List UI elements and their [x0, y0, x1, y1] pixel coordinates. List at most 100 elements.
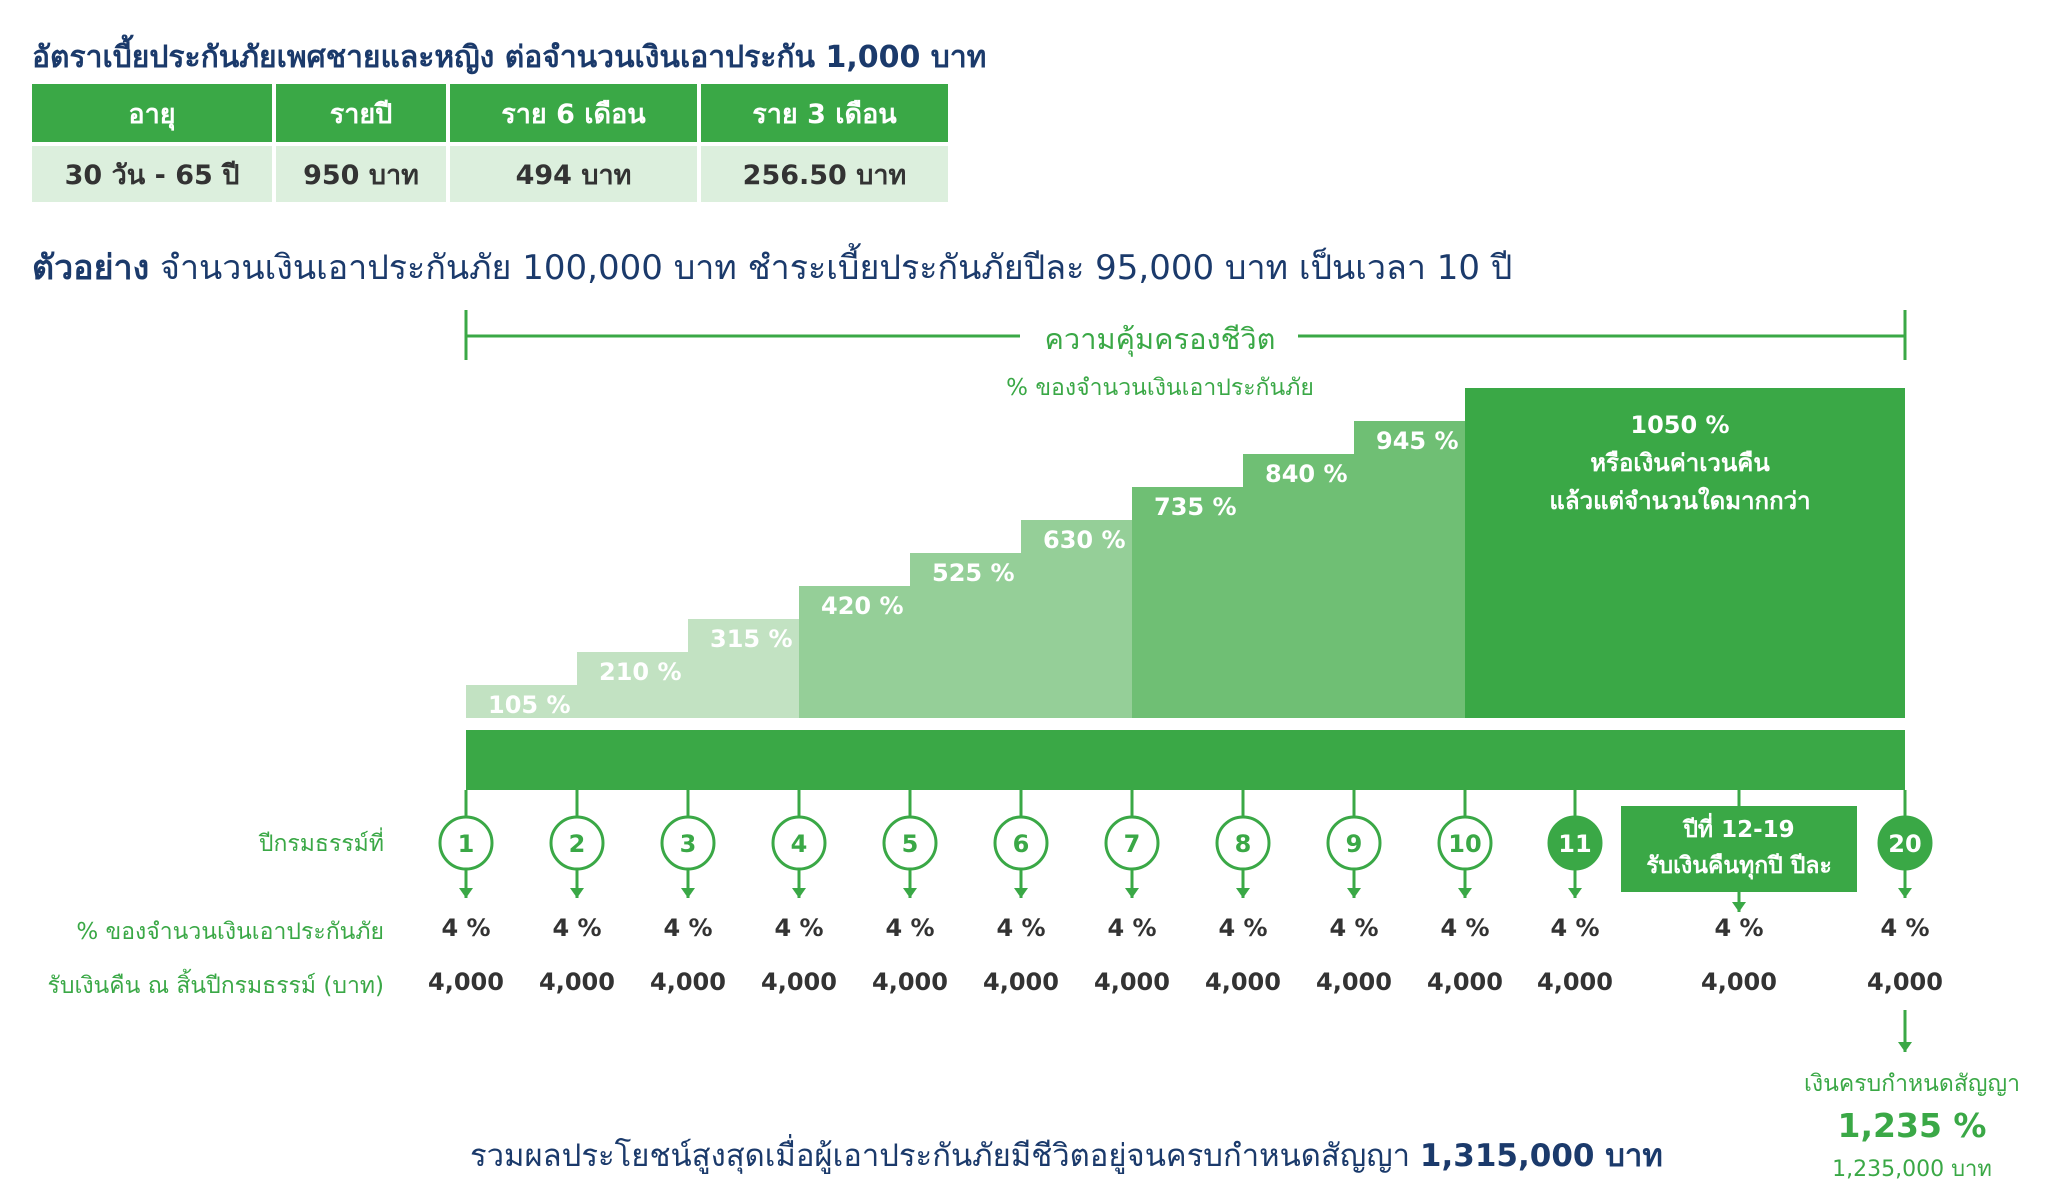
year-arrow-arrowhead: [570, 888, 584, 898]
final-coverage-line: หรือเงินค่าเวนคืน: [1590, 449, 1770, 477]
year-percent: 4 %: [441, 914, 491, 942]
year-number: 6: [1013, 830, 1030, 858]
year-cashback: 4,000: [1427, 968, 1503, 996]
maturity-block: เงินครบกำหนดสัญญา 1,235 % 1,235,000 บาท: [1782, 1066, 2042, 1186]
table-header: ราย 3 เดือน: [701, 84, 948, 142]
year-cashback: 4,000: [539, 968, 615, 996]
year-number: 11: [1558, 830, 1591, 858]
rate-table: อายุ รายปี ราย 6 เดือน ราย 3 เดือน 30 วั…: [28, 84, 952, 202]
coverage-label: ความคุ้มครองชีวิต: [1044, 322, 1276, 356]
final-coverage-text: 1050 % หรือเงินค่าเวนคืน แล้วแต่จำนวนใดม…: [1460, 406, 1900, 520]
years-12-19-arrow-arrowhead: [1732, 902, 1746, 912]
year-number: 5: [902, 830, 919, 858]
table-header: อายุ: [32, 84, 272, 142]
coverage-step-bar: [577, 652, 689, 718]
coverage-step-bar: [799, 586, 911, 718]
year-percent: 4 %: [1218, 914, 1268, 942]
coverage-final-bar: [1465, 388, 1905, 718]
policy-timeline-bar: [466, 730, 1905, 790]
year-percent: 4 %: [1107, 914, 1157, 942]
years-12-19-percent: 4 %: [1714, 914, 1764, 942]
row-label-cashback: รับเงินคืน ณ สิ้นปีกรมธรรม์ (บาท): [47, 973, 384, 999]
year-cashback: 4,000: [1205, 968, 1281, 996]
table-cell: 950 บาท: [276, 142, 446, 202]
coverage-sublabel: % ของจำนวนเงินเอาประกันภัย: [1006, 375, 1314, 401]
year-number: 9: [1346, 830, 1363, 858]
total-amount: 1,315,000 บาท: [1419, 1138, 1663, 1174]
table-cell: 30 วัน - 65 ปี: [32, 142, 272, 202]
maturity-amount: 1,235,000 บาท: [1832, 1157, 1992, 1182]
example-body: จำนวนเงินเอาประกันภัย 100,000 บาท ชำระเบ…: [149, 248, 1513, 288]
coverage-step-label: 630 %: [1043, 526, 1126, 554]
coverage-step-bar: [1021, 520, 1133, 718]
final-coverage-line: 1050 %: [1630, 411, 1730, 439]
year-arrow-arrowhead: [1236, 888, 1250, 898]
maturity-percent: 1,235 %: [1837, 1106, 1987, 1145]
year-cashback: 4,000: [650, 968, 726, 996]
table-cell: 494 บาท: [450, 142, 697, 202]
years-12-19-box: ปีที่ 12-19 รับเงินคืนทุกปี ปีละ: [1621, 806, 1857, 892]
year-cashback: 4,000: [872, 968, 948, 996]
year-cashback: 4,000: [1537, 968, 1613, 996]
total-benefit: รวมผลประโยชน์สูงสุดเมื่อผู้เอาประกันภัยม…: [470, 1130, 1663, 1180]
year-arrow-arrowhead: [459, 888, 473, 898]
year-arrow-arrowhead: [1347, 888, 1361, 898]
coverage-step-bar: [466, 685, 578, 718]
year-cashback: 4,000: [428, 968, 504, 996]
year-20-cashback: 4,000: [1867, 968, 1943, 996]
year-percent: 4 %: [1440, 914, 1490, 942]
table-cell: 256.50 บาท: [701, 142, 948, 202]
year-percent: 4 %: [1550, 914, 1600, 942]
year-cashback: 4,000: [761, 968, 837, 996]
year-arrow-arrowhead: [681, 888, 695, 898]
final-coverage-line: แล้วแต่จำนวนใดมากกว่า: [1549, 487, 1811, 515]
coverage-step-label: 210 %: [599, 658, 682, 686]
coverage-step-label: 525 %: [932, 559, 1015, 587]
coverage-step-bar: [688, 619, 800, 718]
coverage-step-label: 420 %: [821, 592, 904, 620]
year-20-arrow-arrowhead: [1898, 888, 1912, 898]
year-number: 8: [1235, 830, 1252, 858]
year-20-percent: 4 %: [1880, 914, 1930, 942]
years-12-19-cashback: 4,000: [1701, 968, 1777, 996]
year-percent: 4 %: [996, 914, 1046, 942]
year-cashback: 4,000: [1094, 968, 1170, 996]
coverage-step-label: 840 %: [1265, 460, 1348, 488]
year-number: 4: [791, 830, 808, 858]
rate-title: อัตราเบี้ยประกันภัยเพศชายและหญิง ต่อจำนว…: [32, 40, 987, 75]
maturity-label: เงินครบกำหนดสัญญา: [1804, 1071, 2020, 1097]
coverage-step-bar: [1354, 421, 1466, 718]
year-arrow-arrowhead: [792, 888, 806, 898]
row-label-percent: % ของจำนวนเงินเอาประกันภัย: [76, 919, 384, 945]
coverage-step-label: 105 %: [488, 691, 571, 719]
coverage-step-label: 315 %: [710, 625, 793, 653]
coverage-step-bar: [910, 553, 1022, 718]
table-header: ราย 6 เดือน: [450, 84, 697, 142]
year-arrow-arrowhead: [1125, 888, 1139, 898]
table-header: รายปี: [276, 84, 446, 142]
years-12-19-caption: รับเงินคืนทุกปี ปีละ: [1646, 853, 1832, 879]
year-number: 2: [569, 830, 586, 858]
year-number: 3: [680, 830, 697, 858]
year-percent: 4 %: [663, 914, 713, 942]
coverage-step-label: 735 %: [1154, 493, 1237, 521]
example-text: ตัวอย่าง จำนวนเงินเอาประกันภัย 100,000 บ…: [32, 240, 1512, 294]
coverage-step-bar: [1243, 454, 1355, 718]
total-text: รวมผลประโยชน์สูงสุดเมื่อผู้เอาประกันภัยม…: [470, 1138, 1420, 1174]
year-percent: 4 %: [552, 914, 602, 942]
year-arrow-arrowhead: [1458, 888, 1472, 898]
year-percent: 4 %: [774, 914, 824, 942]
example-bold: ตัวอย่าง: [32, 248, 150, 288]
year-number: 1: [458, 830, 475, 858]
year-percent: 4 %: [1329, 914, 1379, 942]
maturity-arrow-arrowhead: [1898, 1042, 1912, 1052]
year-arrow-arrowhead: [903, 888, 917, 898]
year-arrow-arrowhead: [1014, 888, 1028, 898]
year-number: 10: [1448, 830, 1481, 858]
year-number: 7: [1124, 830, 1141, 858]
coverage-step-bar: [1132, 487, 1244, 718]
year-cashback: 4,000: [983, 968, 1059, 996]
